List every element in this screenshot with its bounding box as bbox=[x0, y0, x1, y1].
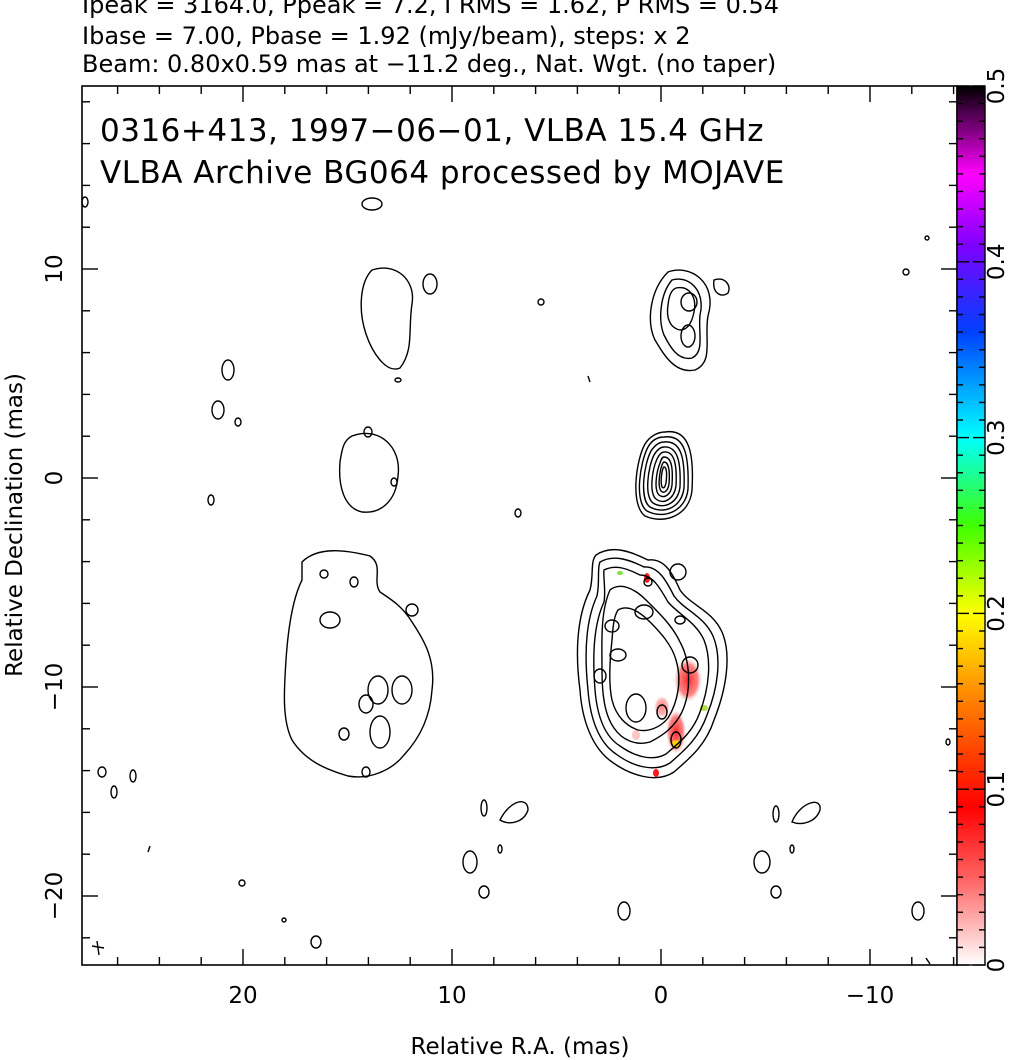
header-line-1: Ipeak = 3164.0, Ppeak = 7.2, I RMS = 1.6… bbox=[82, 0, 780, 19]
plot-frame bbox=[81, 85, 958, 966]
x-tick-label: −10 bbox=[846, 983, 895, 1009]
x-tick-label: 10 bbox=[437, 983, 466, 1009]
x-tick-label: 0 bbox=[654, 983, 669, 1009]
axis-ticks: 20 10 0 −10 10 0 −10 −20 bbox=[42, 86, 957, 1009]
colorbar-tick-label: 0.2 bbox=[984, 595, 1010, 632]
annotation-line-1: 0316+413, 1997−06−01, VLBA 15.4 GHz bbox=[100, 113, 764, 149]
contours-south-lobe bbox=[576, 548, 728, 779]
y-tick-label: 0 bbox=[42, 471, 68, 486]
y-axis-label: Relative Declination (mas) bbox=[2, 373, 28, 677]
colorbar-ticks: 0 0.1 0.2 0.3 0.4 0.5 bbox=[957, 68, 1010, 973]
colorbar-tick-label: 0.3 bbox=[984, 419, 1010, 456]
contours-north-jet bbox=[649, 269, 730, 372]
y-tick-label: −10 bbox=[42, 663, 68, 712]
y-tick-label: −20 bbox=[42, 872, 68, 921]
polarization-map bbox=[617, 571, 708, 777]
colorbar-tick-label: 0.1 bbox=[984, 771, 1010, 808]
contours-ghost-images bbox=[81, 196, 951, 965]
y-tick-label: 10 bbox=[42, 254, 68, 283]
colorbar-tick-label: 0 bbox=[984, 958, 1010, 973]
x-axis-label: Relative R.A. (mas) bbox=[411, 1034, 630, 1060]
annotation-line-2: VLBA Archive BG064 processed by MOJAVE bbox=[100, 155, 785, 191]
header-line-3: Beam: 0.80x0.59 mas at −11.2 deg., Nat. … bbox=[82, 50, 777, 78]
colorbar-tick-label: 0.4 bbox=[984, 244, 1010, 281]
contours-core bbox=[635, 431, 694, 520]
x-tick-label: 20 bbox=[228, 983, 257, 1009]
beam-marker bbox=[91, 940, 105, 956]
colorbar-tick-label: 0.5 bbox=[984, 68, 1010, 105]
header-line-2: Ibase = 7.00, Pbase = 1.92 (mJy/beam), s… bbox=[82, 22, 691, 50]
